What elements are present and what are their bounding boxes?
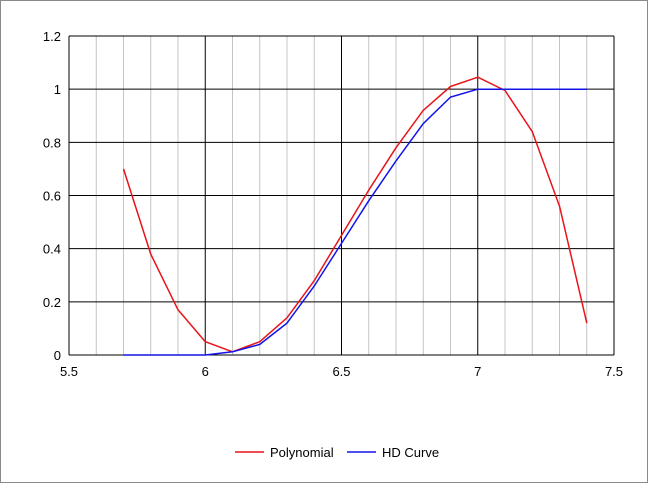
x-tick-label: 5.5 <box>60 364 78 379</box>
y-tick-label: 0.6 <box>43 189 61 204</box>
legend: Polynomial HD Curve <box>235 445 439 460</box>
grid-layer <box>68 35 615 356</box>
y-tick-label: 0.4 <box>43 242 61 257</box>
x-tick-label: 6.5 <box>332 364 350 379</box>
x-tick-labels: 5.5 6 6.5 7 7.5 <box>60 364 623 379</box>
y-tick-labels: 0 0.2 0.4 0.6 0.8 1 1.2 <box>43 29 61 363</box>
x-tick-label: 7.5 <box>605 364 623 379</box>
series-line-hd-curve <box>123 88 587 356</box>
x-tick-label: 6 <box>202 364 209 379</box>
y-tick-label: 1.2 <box>43 29 61 44</box>
y-tick-label: 1 <box>54 82 61 97</box>
y-tick-label: 0.2 <box>43 295 61 310</box>
x-tick-label: 7 <box>474 364 481 379</box>
y-tick-label: 0.8 <box>43 135 61 150</box>
series-line-polynomial <box>122 76 588 353</box>
y-tick-label: 0 <box>54 348 61 363</box>
legend-label-polynomial: Polynomial <box>270 445 334 460</box>
legend-label-hd-curve: HD Curve <box>382 445 439 460</box>
series-layer <box>122 76 588 356</box>
